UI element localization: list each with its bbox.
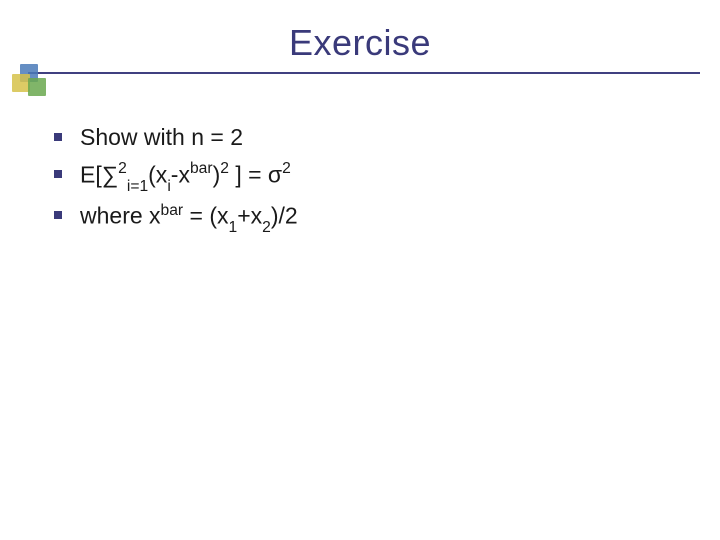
superscript: bar <box>190 160 213 177</box>
text-run: E[ <box>80 162 102 188</box>
bullet-square-icon <box>54 211 62 219</box>
text-run: (x <box>148 162 167 188</box>
text-run: Show with n = 2 <box>80 124 243 150</box>
superscript: 2 <box>118 160 127 177</box>
corner-decoration <box>12 64 48 100</box>
superscript: bar <box>161 202 184 219</box>
text-run: = (x <box>183 203 228 229</box>
subscript: 1 <box>229 219 238 236</box>
bullet-square-icon <box>54 133 62 141</box>
subscript: i <box>167 178 170 195</box>
title-underline <box>28 72 700 74</box>
superscript: 2 <box>220 160 229 177</box>
subscript: 2 <box>262 219 271 236</box>
text-run: +x <box>237 203 262 229</box>
text-run: -x <box>171 162 190 188</box>
bullet-row: where xbar = (x1+x2)/2 <box>54 200 680 235</box>
text-run: ] = σ <box>229 162 282 188</box>
slide-title: Exercise <box>0 22 720 64</box>
bullet-text: where xbar = (x1+x2)/2 <box>80 200 298 235</box>
deco-square-green <box>28 78 46 96</box>
bullet-row: E[∑2i=1(xi-xbar)2 ] = σ2 <box>54 159 680 194</box>
bullet-square-icon <box>54 170 62 178</box>
subscript: i=1 <box>127 178 148 195</box>
text-run: ∑ <box>102 162 118 188</box>
content-area: Show with n = 2E[∑2i=1(xi-xbar)2 ] = σ2w… <box>54 122 680 242</box>
superscript: 2 <box>282 160 291 177</box>
text-run: where x <box>80 203 161 229</box>
bullet-row: Show with n = 2 <box>54 122 680 153</box>
bullet-text: E[∑2i=1(xi-xbar)2 ] = σ2 <box>80 159 291 194</box>
text-run: )/2 <box>271 203 298 229</box>
bullet-text: Show with n = 2 <box>80 122 243 153</box>
